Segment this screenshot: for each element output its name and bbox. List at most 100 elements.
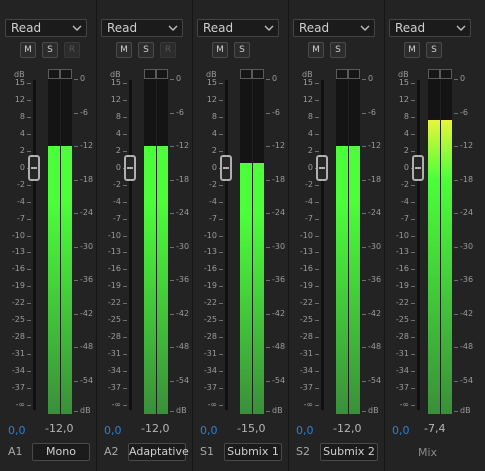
volume-fader-knob[interactable] (316, 154, 328, 181)
record-button[interactable]: R (64, 42, 80, 58)
fader-scale-label: 12 (398, 94, 409, 104)
fader-scale-tick (411, 116, 415, 118)
pan-value[interactable]: 0,0 (296, 424, 314, 437)
fader-scale-tick (411, 337, 415, 339)
fader-scale-tick (27, 201, 31, 203)
fader-scale-tick (315, 303, 319, 305)
fader-scale-tick (123, 83, 127, 84)
peak-indicator-right[interactable] (252, 69, 264, 79)
fader-scale-tick (123, 286, 127, 288)
fader-scale-tick (219, 235, 223, 237)
fader-scale-tick (27, 150, 31, 152)
solo-button[interactable]: S (426, 42, 442, 58)
fader-scale-tick (123, 354, 127, 356)
fader-scale-label: -31 (203, 349, 217, 359)
db-unit-label: dB (398, 70, 409, 79)
automation-mode-label: Read (107, 21, 138, 35)
peak-indicator-right[interactable] (60, 69, 72, 79)
automation-mode-dropdown[interactable]: Read (293, 19, 375, 37)
fader-scale-label: 12 (206, 94, 217, 104)
track-name-field[interactable]: Mono (32, 443, 90, 461)
solo-button[interactable]: S (330, 42, 346, 58)
meter-scale-label: -24 (176, 208, 190, 217)
peak-indicator-right[interactable] (440, 69, 452, 79)
meter-scale-label: -12 (272, 141, 286, 150)
fader-scale-label: 15 (302, 78, 313, 87)
fader-scale-tick (411, 252, 415, 254)
level-readout[interactable]: -12,0 (333, 422, 362, 435)
meter-scale-label: 0 (176, 74, 182, 83)
fader-scale-tick (219, 405, 223, 406)
fader-scale-label: -13 (11, 247, 25, 257)
peak-indicator-left[interactable] (240, 69, 252, 79)
volume-fader-knob[interactable] (220, 154, 232, 181)
solo-button[interactable]: S (234, 42, 250, 58)
track-name-field[interactable]: Submix 2 (320, 443, 378, 461)
meter-scale-tick (266, 347, 270, 348)
peak-indicator-left[interactable] (48, 69, 60, 79)
mute-button[interactable]: M (20, 42, 36, 58)
fader-scale-tick (27, 269, 31, 271)
level-readout[interactable]: -15,0 (237, 422, 266, 435)
fader-scale-label: 4 (19, 128, 25, 138)
fader-scale-label: -34 (11, 366, 25, 376)
record-button[interactable]: R (160, 42, 176, 58)
track-name-field[interactable]: Submix 1 (224, 443, 282, 461)
automation-mode-dropdown[interactable]: Read (5, 19, 87, 37)
fader-scale-label: -22 (11, 298, 25, 308)
volume-fader-knob[interactable] (28, 154, 40, 181)
fader-scale-tick (27, 405, 31, 406)
meter-scale-label: -6 (272, 107, 280, 117)
peak-indicator-left[interactable] (336, 69, 348, 79)
automation-mode-dropdown[interactable]: Read (197, 19, 279, 37)
fader-scale-label: -10 (11, 230, 25, 240)
automation-mode-dropdown[interactable]: Read (101, 19, 183, 37)
fader-scale-label: -25 (203, 315, 217, 325)
fader-scale-label: 0 (115, 162, 121, 172)
solo-button[interactable]: S (42, 42, 58, 58)
fader-scale-label: -4 (113, 196, 121, 206)
fader-scale-label: -25 (299, 315, 313, 325)
level-readout[interactable]: -12,0 (45, 422, 74, 435)
level-readout[interactable]: -7,4 (424, 422, 446, 435)
fader-scale-label: 4 (307, 128, 313, 138)
pan-value[interactable]: 0,0 (104, 424, 122, 437)
volume-fader-knob[interactable] (412, 154, 424, 181)
fader-scale-label: -22 (107, 298, 121, 308)
mute-button[interactable]: M (116, 42, 132, 58)
solo-button[interactable]: S (138, 42, 154, 58)
peak-indicator-left[interactable] (428, 69, 440, 79)
track-name-field[interactable]: Adaptative (128, 443, 189, 461)
meter-scale-tick (362, 112, 366, 114)
meter-scale-label: dB (176, 406, 187, 415)
volume-fader-knob[interactable] (124, 154, 136, 181)
fader-scale-label: -19 (299, 281, 313, 291)
fader-scale-tick (219, 83, 223, 84)
automation-mode-dropdown[interactable]: Read (389, 19, 471, 37)
meter-scale-tick (266, 146, 270, 147)
pan-value[interactable]: 0,0 (200, 424, 218, 437)
mute-button[interactable]: M (212, 42, 228, 58)
pan-value[interactable]: 0,0 (8, 424, 26, 437)
fader-scale-tick (123, 201, 127, 203)
pan-value[interactable]: 0,0 (392, 424, 410, 437)
meter-scale-label: -54 (80, 375, 94, 385)
peak-indicator-right[interactable] (156, 69, 168, 79)
meter-scale-label: -6 (460, 107, 468, 117)
meter-scale-label: -48 (272, 342, 286, 351)
mute-button[interactable]: M (404, 42, 420, 58)
meter-scale-label: -12 (80, 141, 94, 150)
fader-scale-tick (411, 320, 415, 322)
level-readout[interactable]: -12,0 (141, 422, 170, 435)
peak-indicator-left[interactable] (144, 69, 156, 79)
meter-scale-tick (170, 411, 174, 412)
fader-scale-label: 8 (211, 111, 217, 121)
fader-scale-label: -31 (395, 349, 409, 359)
meter-scale-label: -54 (460, 375, 474, 385)
fader-scale-label: -16 (203, 264, 217, 274)
mute-button[interactable]: M (308, 42, 324, 58)
peak-indicator-right[interactable] (348, 69, 360, 79)
fader-scale-tick (123, 269, 127, 271)
fader-scale-tick (123, 303, 127, 305)
